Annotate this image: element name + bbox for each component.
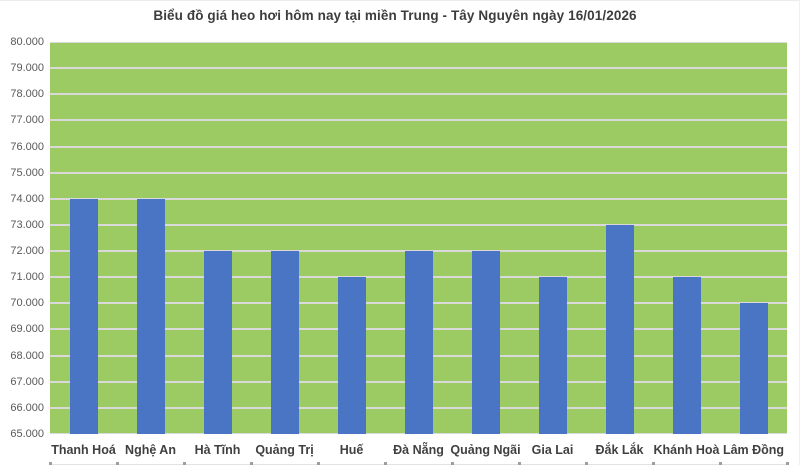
y-tick-label: 72.000: [10, 245, 44, 258]
bar-đà-nẵng: [404, 251, 433, 434]
y-tick-label: 71.000: [10, 271, 44, 284]
y-tick-label: 80.000: [10, 36, 44, 48]
x-tick-label: Lâm Đồng: [722, 443, 785, 457]
bottom-axis-tick: [384, 462, 387, 465]
bottom-axis-tick: [518, 462, 521, 465]
gridline: [50, 145, 787, 148]
gridline: [50, 119, 787, 122]
gridline: [50, 197, 787, 200]
bottom-axis-tick: [652, 462, 655, 465]
y-tick-label: 69.000: [10, 323, 44, 336]
plot-area: [50, 42, 787, 434]
bar-quảng-trị: [270, 251, 299, 434]
bar-quảng-ngãi: [471, 251, 500, 434]
gridline: [50, 93, 787, 96]
bar-thanh-hoá: [69, 198, 98, 434]
gridline: [50, 42, 787, 43]
bar-khánh-hoà: [672, 277, 701, 434]
x-tick-label: Huế: [339, 443, 364, 457]
gridline: [50, 250, 787, 253]
y-tick-label: 78.000: [10, 88, 44, 101]
bottom-axis-tick: [49, 462, 52, 465]
y-tick-label: 75.000: [10, 166, 44, 179]
y-tick-label: 74.000: [10, 192, 44, 205]
y-tick-label: 65.000: [10, 428, 44, 440]
bottom-axis-tick: [317, 462, 320, 465]
gridline: [50, 171, 787, 174]
bottom-axis-tick: [786, 462, 789, 465]
chart-title: Biểu đồ giá heo hơi hôm nay tại miền Tru…: [153, 8, 637, 23]
bar-nghệ-an: [136, 198, 165, 434]
bottom-axis-tick: [451, 462, 454, 465]
bar-lâm-đồng: [739, 303, 768, 434]
x-tick-label: Đà Nẵng: [393, 443, 444, 457]
x-tick-label: Quảng Trị: [255, 443, 314, 457]
x-tick-label: Gia Lai: [531, 443, 574, 457]
bottom-axis-tick: [183, 462, 186, 465]
gridline: [50, 67, 787, 70]
bottom-axis-tick: [116, 462, 119, 465]
y-tick-label: 76.000: [10, 140, 44, 153]
bar-gia-lai: [538, 277, 567, 434]
y-tick-label: 68.000: [10, 349, 44, 362]
y-tick-label: 66.000: [10, 401, 44, 414]
x-tick-label: Đắk Lắk: [595, 443, 644, 457]
y-tick-label: 79.000: [10, 62, 44, 75]
x-tick-label: Thanh Hoá: [51, 443, 116, 457]
bottom-axis-tick: [719, 462, 722, 465]
bottom-axis-tick: [585, 462, 588, 465]
x-tick-label: Khánh Hoà: [653, 443, 720, 457]
x-tick-label: Hà Tĩnh: [194, 443, 241, 457]
y-tick-label: 77.000: [10, 114, 44, 127]
bottom-axis-tick: [250, 462, 253, 465]
x-tick-label: Nghệ An: [125, 443, 176, 457]
gridline: [50, 223, 787, 226]
bar-hà-tĩnh: [203, 251, 232, 434]
x-tick-label: Quảng Ngãi: [450, 443, 521, 457]
y-tick-label: 67.000: [10, 375, 44, 388]
bar-đắk-lắk: [605, 224, 634, 434]
y-tick-label: 70.000: [10, 297, 44, 310]
bar-huế: [337, 277, 366, 434]
y-tick-label: 73.000: [10, 218, 44, 231]
